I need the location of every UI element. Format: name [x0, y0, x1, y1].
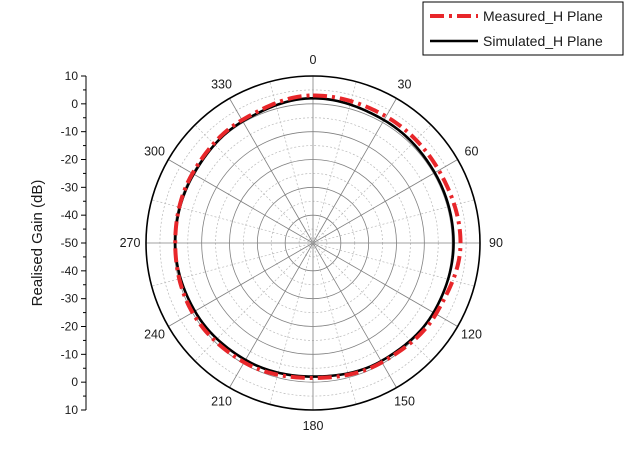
tick-label: 10 [65, 403, 79, 417]
angle-label: 240 [144, 328, 165, 342]
angle-label: 270 [120, 236, 141, 250]
tick-label: 0 [71, 97, 78, 111]
grid-spoke [312, 98, 397, 244]
angle-label: 90 [489, 236, 503, 250]
tick-label: -50 [61, 236, 79, 250]
tick-label: -20 [61, 320, 79, 334]
angle-label: 60 [465, 145, 479, 159]
angle-label: 120 [461, 328, 482, 342]
angle-label: 30 [398, 78, 412, 92]
tick-label: -10 [61, 347, 79, 361]
tick-label: -10 [61, 125, 79, 139]
y-axis-label: Realised Gain (dB) [29, 180, 46, 307]
angle-label: 300 [144, 145, 165, 159]
measured-series-line [173, 93, 463, 380]
tick-label: 0 [71, 375, 78, 389]
grid-spoke [312, 159, 458, 244]
tick-label: -20 [61, 153, 79, 167]
grid-spoke [229, 242, 314, 388]
angle-label: 210 [211, 394, 232, 408]
legend-box [422, 1, 624, 56]
legend-label: Simulated_H Plane [483, 33, 603, 49]
angle-label: 150 [394, 394, 415, 408]
tick-label: -40 [61, 264, 79, 278]
grid-spoke [229, 98, 314, 244]
tick-label: -30 [61, 292, 79, 306]
outer-ring [145, 75, 481, 411]
legend: Measured_H Plane Simulated_H Plane [422, 1, 624, 56]
angle-label: 0 [310, 53, 317, 67]
grid-spoke [168, 242, 314, 327]
grid-spoke [168, 159, 314, 244]
polar-grid [145, 75, 481, 411]
tick-label: 10 [65, 69, 79, 83]
radial-axis: 10 0 -10 -20 -30 -40 -50 -40 -30 -20 -10 0 10 [61, 69, 87, 417]
series-lines [173, 93, 463, 380]
tick-label: -40 [61, 208, 79, 222]
tick-label: -30 [61, 180, 79, 194]
legend-label: Measured_H Plane [483, 8, 603, 24]
angle-label: 180 [303, 419, 324, 433]
grid-spoke [312, 242, 397, 388]
angle-label: 330 [211, 78, 232, 92]
angle-labels: 0 30 60 90 120 150 180 210 240 270 300 330 [120, 53, 503, 433]
